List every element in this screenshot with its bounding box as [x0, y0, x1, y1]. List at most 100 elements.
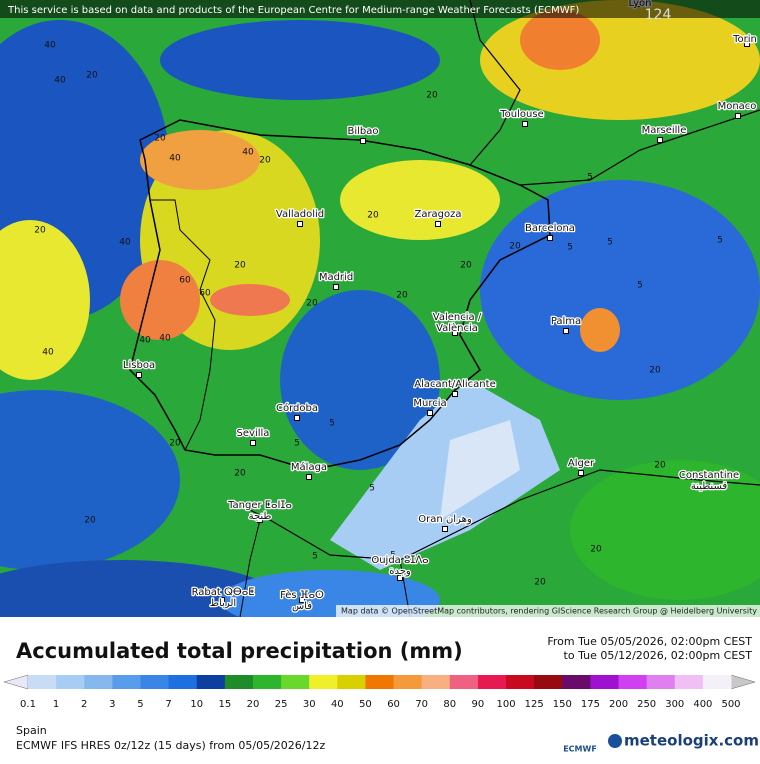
- city-marker: [299, 597, 305, 603]
- contour-label: 5: [369, 484, 375, 494]
- legend-tick-label: 175: [581, 699, 600, 710]
- contour-label: 60: [179, 276, 191, 286]
- city-marker: [297, 221, 303, 227]
- contour-label: 40: [169, 154, 181, 164]
- legend-swatch: [84, 675, 113, 689]
- attribution-bg: [336, 605, 760, 617]
- contour-label: 5: [717, 236, 723, 246]
- field: [0, 390, 180, 570]
- legend-swatch: [281, 675, 310, 689]
- legend-swatch: [477, 675, 507, 689]
- legend-swatch: [646, 675, 676, 689]
- contour-label: 20: [154, 134, 166, 144]
- city-marker: [735, 113, 741, 119]
- notice: This service is based on data and produc…: [7, 5, 579, 16]
- city-label: Málaga: [291, 461, 327, 473]
- brand[interactable]: meteologix.com: [624, 732, 759, 750]
- legend-swatch: [674, 675, 704, 689]
- city-marker: [657, 137, 663, 143]
- legend-swatch: [365, 675, 395, 689]
- city-label: Lisboa: [123, 360, 155, 371]
- city-label: Tanger ⵟⴰⵏⵊⴰ: [227, 500, 292, 511]
- field: [580, 308, 620, 352]
- legend-swatch: [337, 675, 366, 689]
- contour-label: 60: [199, 289, 211, 299]
- city-marker: [427, 410, 433, 416]
- legend-swatch: [112, 675, 141, 689]
- city-label: València: [436, 322, 478, 334]
- field: [160, 20, 440, 100]
- city-marker: [442, 526, 448, 532]
- city-marker: [219, 597, 225, 603]
- legend-tick-label: 400: [693, 699, 712, 710]
- legend-swatch: [56, 675, 85, 689]
- legend-tick-label: 80: [443, 699, 456, 710]
- legend-swatch: [224, 675, 254, 689]
- legend-panel: Accumulated total precipitation (mm) Fro…: [3, 635, 759, 754]
- city-label: Fès ⴼⴰⵙ: [280, 589, 324, 601]
- field: [210, 284, 290, 316]
- city-label: Monaco: [718, 101, 757, 112]
- field: [480, 180, 760, 400]
- city-marker: [435, 221, 441, 227]
- city-marker: [360, 138, 366, 144]
- legend-tick-label: 2: [81, 699, 87, 710]
- legend-tick-label: 500: [721, 699, 740, 710]
- contour-label: 5: [567, 243, 573, 253]
- legend-tick-label: 30: [303, 699, 316, 710]
- contour-label: 5: [390, 551, 396, 561]
- city-label: Zaragoza: [414, 209, 461, 220]
- legend-tick-label: 60: [387, 699, 400, 710]
- city-marker: [563, 328, 569, 334]
- coastline: [129, 119, 551, 471]
- city-label: فاس: [292, 601, 312, 612]
- field: [120, 260, 200, 340]
- legend-tick-label: 70: [415, 699, 428, 710]
- contour-label: 20: [34, 226, 46, 236]
- coastline: [469, 0, 760, 186]
- contour-label: 20: [367, 211, 379, 221]
- city-marker: [578, 470, 584, 476]
- legend-swatch: [506, 675, 535, 689]
- contour-label: 20: [234, 469, 246, 479]
- legend-tick-label: 15: [218, 699, 231, 710]
- contour-label: 5: [607, 238, 613, 248]
- contour-label: 40: [159, 334, 171, 344]
- contour-label: 20: [259, 156, 271, 166]
- legend-tick-label: 90: [472, 699, 485, 710]
- city-label: Torin: [732, 34, 757, 45]
- contour-label: 20: [234, 261, 246, 271]
- contour-label: 40: [119, 238, 131, 248]
- city-label: Alacant/Alicante: [414, 379, 495, 390]
- contour-label: 5: [312, 552, 318, 562]
- city-label: Valencia /: [433, 312, 482, 323]
- contour-label: 20: [84, 516, 96, 526]
- map-marker: 124: [645, 7, 672, 23]
- contour-label: 20: [654, 461, 666, 471]
- model: ECMWF IFS HRES 0z/12z (15 days) from 05/…: [16, 739, 326, 752]
- field: [0, 560, 280, 617]
- legend-tick-label: 250: [637, 699, 656, 710]
- field: [140, 130, 260, 190]
- city-marker: [452, 330, 458, 336]
- contour-label: 5: [637, 281, 643, 291]
- legend-tick-label: 10: [190, 699, 203, 710]
- city-marker: [707, 484, 713, 490]
- city-label: قسنطينة: [691, 481, 728, 492]
- city-marker: [452, 391, 458, 397]
- legend-swatch: [252, 675, 282, 689]
- contour-label: 20: [426, 91, 438, 101]
- legend-tick-label: 50: [359, 699, 372, 710]
- city-label: Sevilla: [237, 428, 270, 439]
- city-label: Bilbao: [347, 126, 378, 137]
- city-label: Rabat ⵕⴱⴰⵟ: [192, 587, 255, 598]
- city-marker: [397, 575, 403, 581]
- city-label: Alger: [568, 458, 595, 469]
- city-marker: [294, 415, 300, 421]
- border: [150, 199, 216, 451]
- contour-label: 40: [44, 41, 56, 51]
- legend-tick-label: 1: [53, 699, 59, 710]
